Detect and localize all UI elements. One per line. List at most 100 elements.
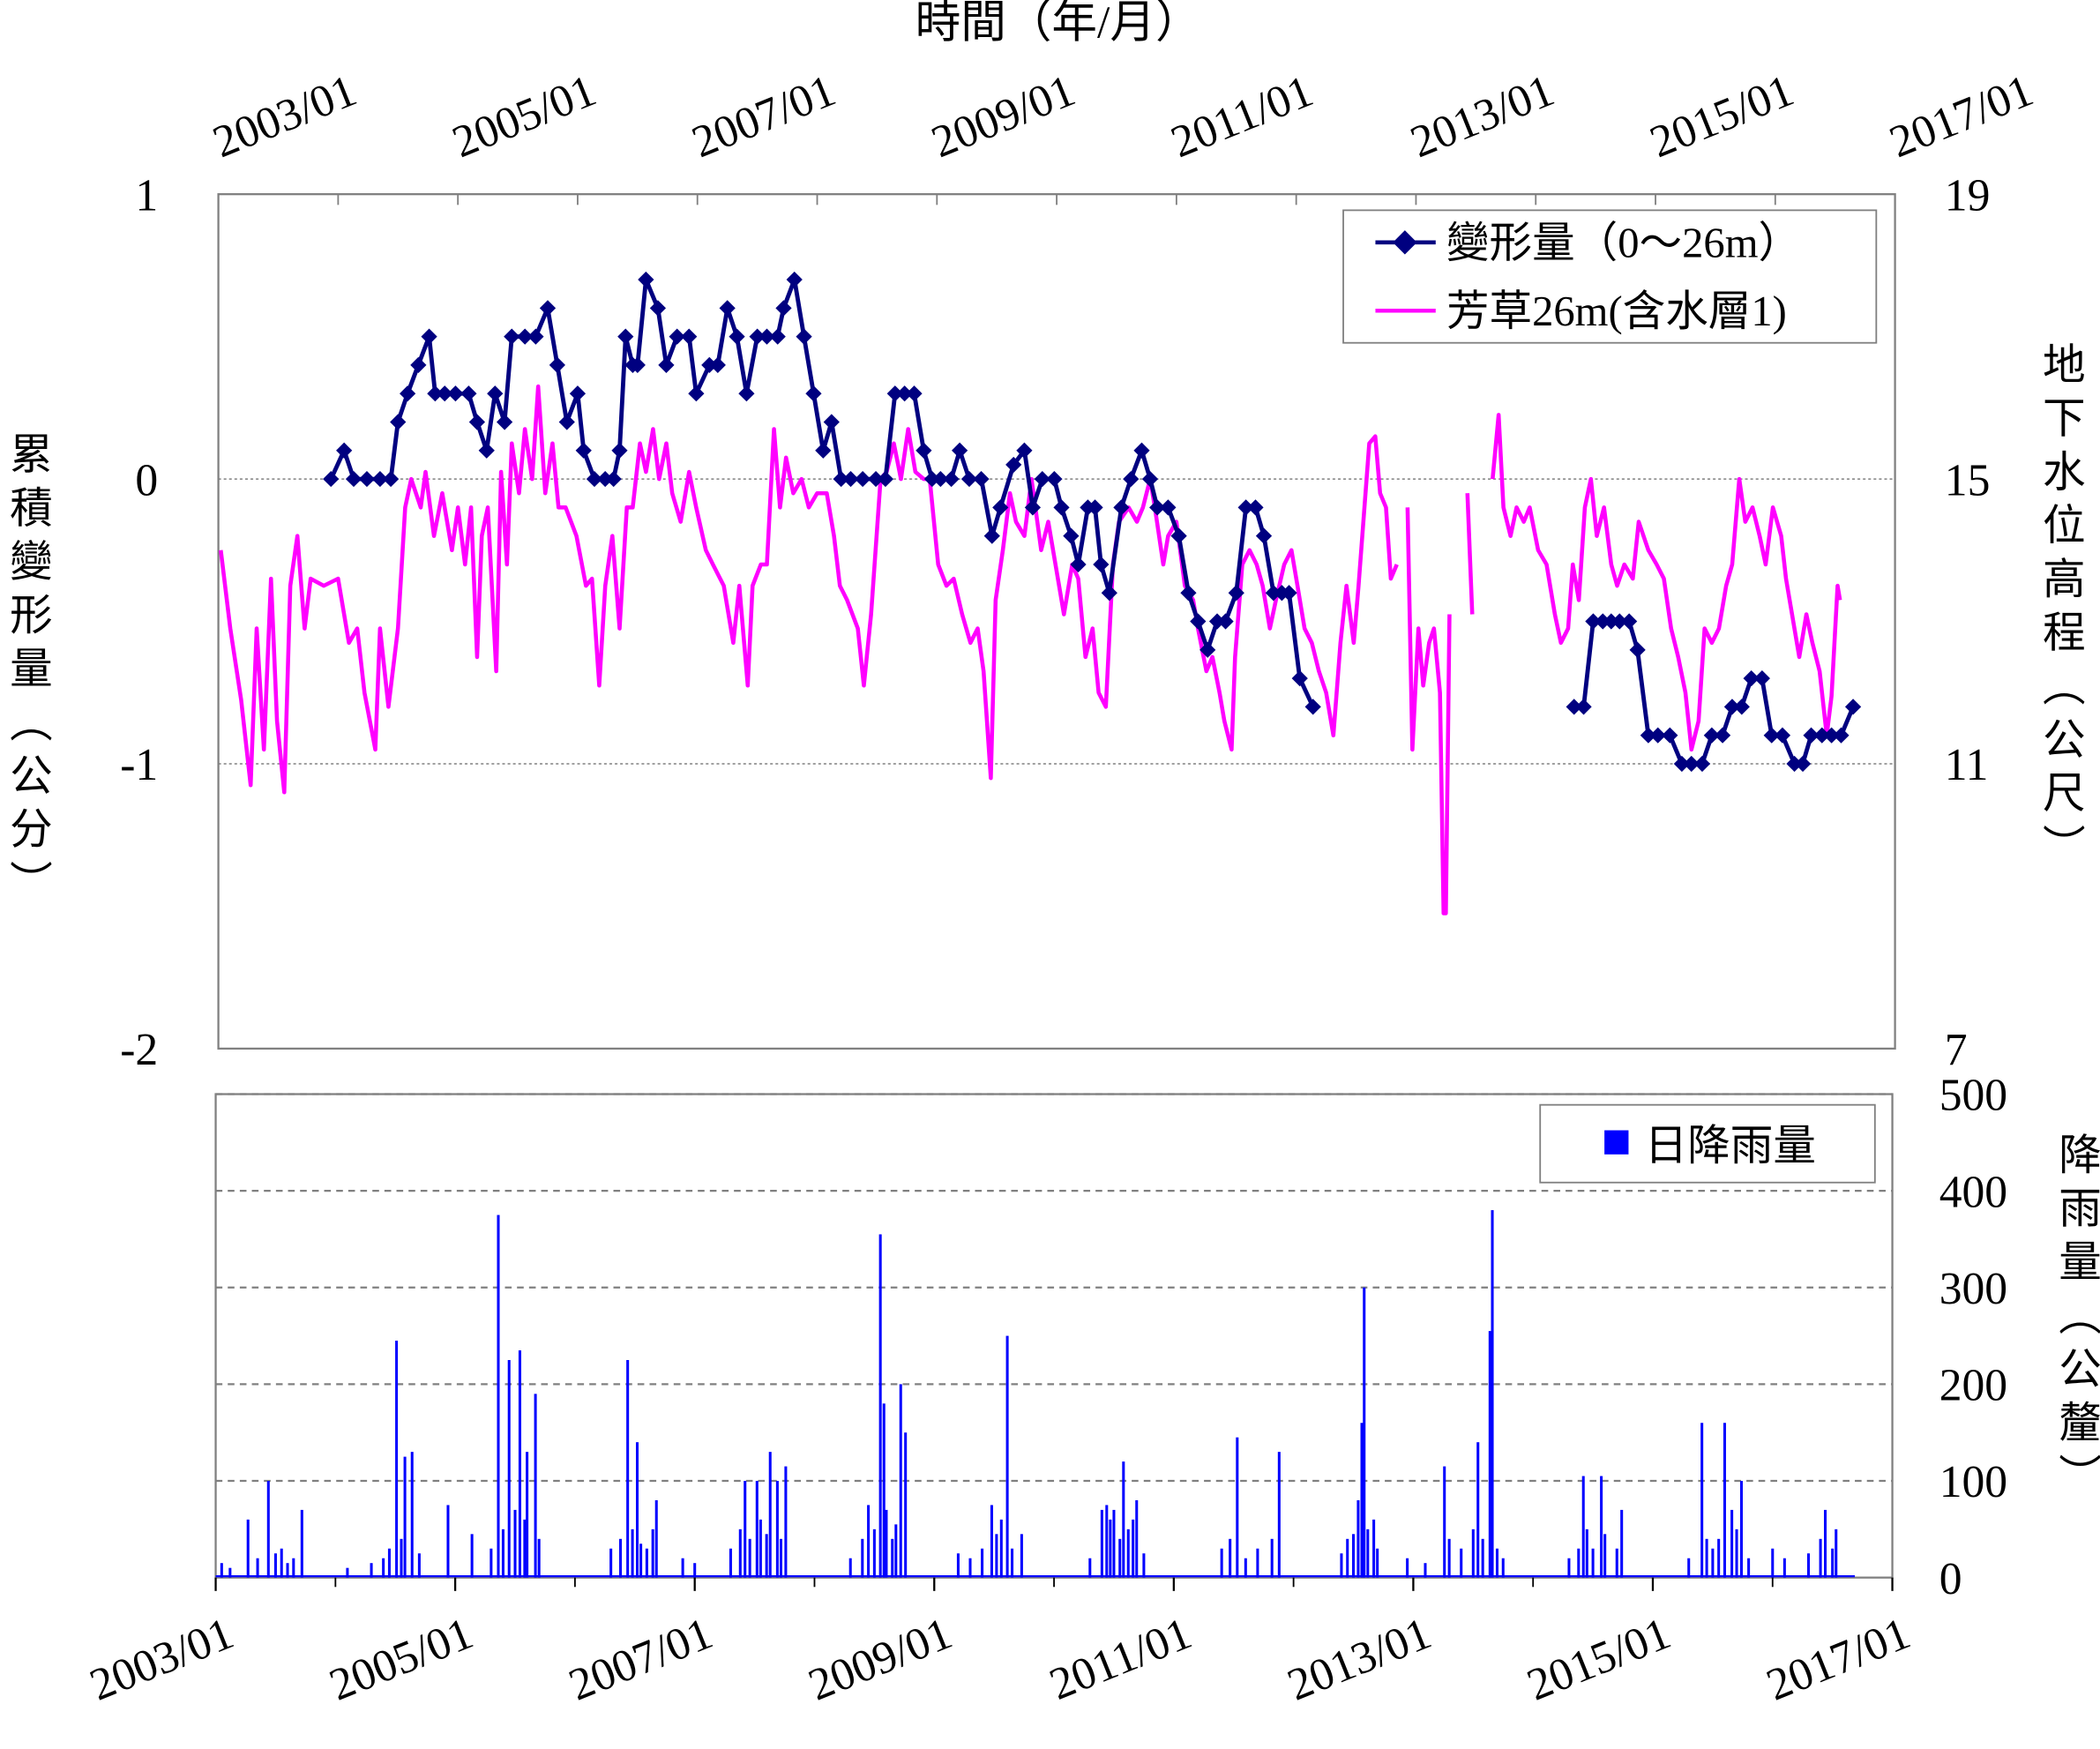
deformation-point <box>833 470 849 488</box>
rain-bar <box>1424 1563 1427 1578</box>
rain-bar <box>1603 1534 1607 1578</box>
deformation-point <box>923 470 940 488</box>
rainfall-gridlines <box>215 1093 1893 1483</box>
y2-tick-label: 15 <box>1945 455 1991 505</box>
rain-bar <box>1126 1529 1130 1578</box>
right-axis-title: 地下水位高程（公尺） <box>2036 341 2084 877</box>
rain-bar <box>1447 1538 1451 1578</box>
y2-tick-label: 19 <box>1945 170 1991 220</box>
rain-bar <box>861 1538 864 1578</box>
deformation-point <box>1813 727 1830 744</box>
rain-bar <box>759 1519 762 1578</box>
rain-bar <box>1700 1423 1704 1578</box>
deformation-point <box>1640 727 1656 744</box>
deformation-point <box>617 328 634 345</box>
top-axis-title: 時間（年/月） <box>915 0 1201 49</box>
rain-bar <box>891 1538 894 1578</box>
deformation-point <box>1255 527 1273 544</box>
deformation-point <box>597 470 614 488</box>
deformation-point <box>775 300 792 317</box>
deformation-point <box>915 442 932 459</box>
rain-bar <box>654 1499 658 1578</box>
rain-bar <box>626 1359 630 1578</box>
rain-bar <box>300 1509 303 1578</box>
rain-bar <box>1352 1534 1356 1578</box>
deformation-point <box>1208 613 1226 630</box>
deformation-point <box>1803 727 1820 744</box>
deformation-point <box>447 385 464 402</box>
rain-bar <box>1229 1538 1232 1578</box>
deformation-point <box>932 470 949 488</box>
rain-bar <box>1005 1335 1009 1578</box>
deformation-point <box>719 300 736 317</box>
deformation-point <box>1170 527 1187 544</box>
rain-bar <box>1460 1548 1463 1578</box>
deformation-point <box>759 328 775 345</box>
rain-bar <box>885 1509 888 1578</box>
rain-bar <box>523 1519 527 1578</box>
rain-bar <box>1835 1529 1838 1578</box>
rain-bar <box>1132 1519 1135 1578</box>
legend-box <box>1342 209 1878 344</box>
deformation-point <box>1786 755 1803 773</box>
deformation-point <box>497 414 513 430</box>
rain-bar <box>639 1543 643 1578</box>
rain-bar <box>501 1529 504 1578</box>
rain-bar <box>894 1524 898 1578</box>
rain-bar <box>878 1234 882 1578</box>
rain-bar <box>490 1548 493 1578</box>
rain-bar <box>1256 1548 1259 1578</box>
deformation-point <box>688 385 705 402</box>
deformation-point <box>1673 755 1691 773</box>
deformation-point <box>842 470 859 488</box>
deformation-point <box>1823 727 1840 744</box>
groundwater-series <box>219 384 1842 916</box>
legend-deformation-label: 變形量（0～26m） <box>1446 220 1801 267</box>
deformation-point <box>1053 499 1070 516</box>
y2-tick-label: 11 <box>1945 740 1989 790</box>
right-y-axis: 19 15 11 7 <box>1945 170 1991 1075</box>
rain-bar <box>775 1481 779 1578</box>
y2-tick-label: 7 <box>1945 1025 1968 1075</box>
deformation-point <box>749 328 766 345</box>
rain-bar <box>848 1558 852 1578</box>
rain-bar <box>995 1534 998 1578</box>
rain-bar <box>1771 1548 1775 1578</box>
rain-bar <box>220 1563 223 1578</box>
deformation-point <box>1566 699 1582 715</box>
deformation-point <box>867 470 885 488</box>
deformation-point <box>951 442 968 459</box>
rain-bar <box>1443 1466 1446 1578</box>
deformation-point <box>896 385 913 402</box>
deformation-point <box>1621 613 1638 630</box>
rain-bar <box>286 1563 289 1578</box>
deformation-point <box>681 328 698 345</box>
rain-bar <box>497 1215 500 1578</box>
groundwater-line <box>219 384 1842 916</box>
deformation-point <box>383 470 400 488</box>
rain-bar <box>681 1558 684 1578</box>
deformation-point <box>729 328 745 345</box>
rain-bar <box>1356 1499 1360 1578</box>
rainfall-axis-title: 降雨量（公釐） <box>2052 1132 2100 1506</box>
deformation-point <box>1844 699 1862 715</box>
rain-tick-label: 500 <box>1939 1071 2007 1121</box>
rain-bar <box>534 1394 537 1578</box>
rain-bar <box>1142 1553 1146 1578</box>
rainfall-bars <box>215 1210 1856 1578</box>
deformation-point <box>487 385 504 402</box>
deformation-point <box>1693 755 1711 773</box>
deformation-point <box>823 414 840 430</box>
rain-bar <box>1735 1529 1738 1578</box>
rain-bar <box>999 1519 1003 1578</box>
rain-tick-label: 200 <box>1939 1361 2007 1411</box>
rain-bar <box>1220 1548 1223 1578</box>
rain-bar <box>382 1558 385 1578</box>
rain-bar <box>507 1359 511 1578</box>
deformation-point <box>460 385 477 402</box>
rain-bar <box>904 1432 908 1578</box>
rain-bar <box>1088 1558 1092 1578</box>
rain-bar <box>1491 1210 1494 1578</box>
deformation-point <box>877 470 894 488</box>
deformation-point <box>1723 699 1741 715</box>
